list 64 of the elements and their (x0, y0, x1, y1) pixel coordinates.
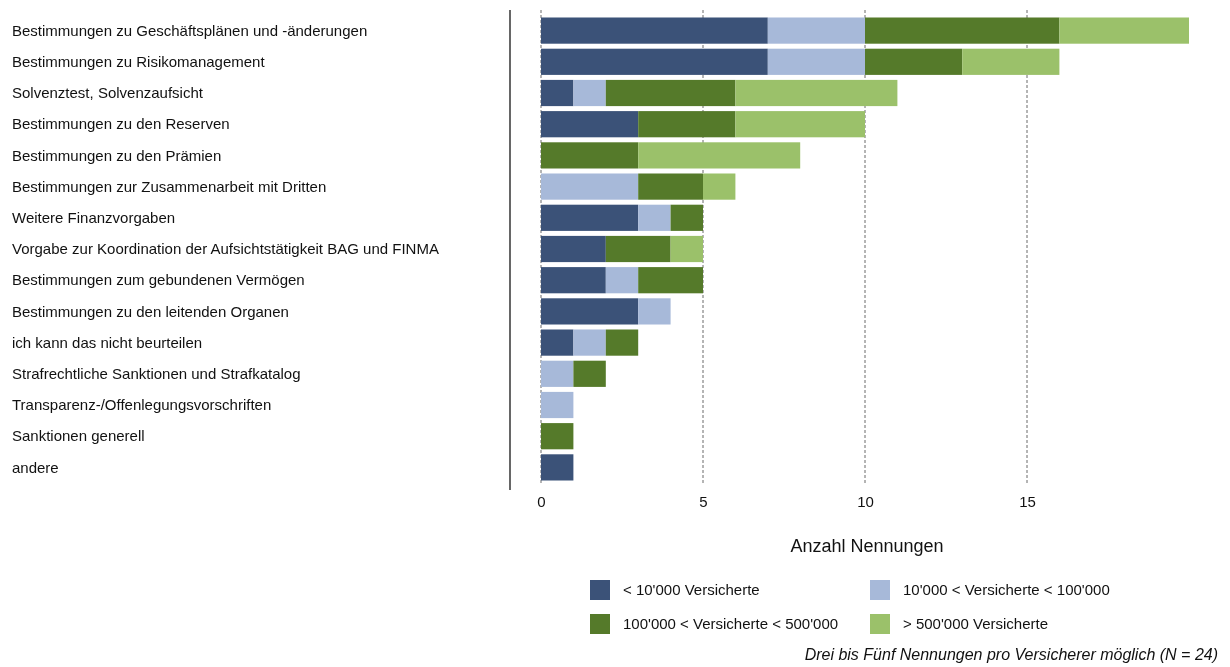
y-tick-label: Bestimmungen zum gebundenen Vermögen (12, 271, 305, 289)
bar (703, 173, 736, 200)
bar (541, 48, 768, 75)
y-tick-label: Bestimmungen zu den leitenden Organen (12, 302, 289, 320)
legend-label: 10'000 < Versicherte < 100'000 (903, 581, 1110, 599)
x-tick-label: 15 (1019, 492, 1036, 510)
legend-label: < 10'000 Versicherte (623, 581, 760, 599)
legend-label: > 500'000 Versicherte (903, 615, 1049, 633)
bar (541, 267, 606, 294)
bar (670, 204, 703, 231)
bar (541, 235, 606, 263)
bar (638, 173, 703, 200)
bar (541, 204, 639, 231)
bar (962, 48, 1060, 75)
x-axis-title: Anzahl Nennungen (790, 536, 944, 556)
bar (541, 142, 639, 169)
bar (638, 267, 703, 294)
bar (767, 48, 865, 75)
y-tick-label: Bestimmungen zu Geschäftsplänen und -änderungen (12, 21, 368, 39)
x-tick-label: 0 (537, 492, 546, 510)
bar (638, 142, 801, 169)
bar (1059, 17, 1189, 44)
bar (541, 391, 574, 419)
y-tick-label: andere (12, 458, 59, 476)
x-tick-label: 5 (699, 492, 708, 510)
x-tick-label: 10 (857, 492, 874, 510)
bar (638, 111, 736, 138)
bar (865, 48, 963, 75)
bar (541, 298, 639, 325)
bar (541, 454, 574, 481)
bar (735, 79, 898, 107)
y-tick-label: Solvenztest, Solvenzaufsicht (12, 84, 204, 102)
bar (638, 204, 671, 231)
bar (541, 173, 639, 200)
bar (541, 423, 574, 450)
bar (605, 235, 671, 263)
bar (541, 17, 768, 44)
legend-label: 100'000 < Versicherte < 500'000 (623, 615, 839, 633)
y-tick-label: Vorgabe zur Koordination der Aufsichtstätigkeit BAG und FINMA (12, 240, 439, 258)
bar (541, 360, 574, 387)
bar (767, 17, 865, 44)
y-tick-label: Bestimmungen zu Risikomanagement (12, 53, 266, 71)
y-tick-label: Transparenz-/Offenlegungsvorschriften (12, 396, 272, 414)
bar (605, 79, 736, 107)
y-tick-label: Bestimmungen zu den Reserven (12, 115, 230, 133)
bar (573, 329, 606, 356)
bar (735, 111, 865, 138)
y-tick-label: ich kann das nicht beurteilen (12, 333, 203, 351)
bar (638, 298, 671, 325)
y-tick-label: Bestimmungen zur Zusammenarbeit mit Dritten (12, 177, 327, 195)
bar (605, 329, 639, 356)
bar (670, 235, 703, 263)
text: Drei bis Fünf Nennungen pro Versicherer möglich (N = 24) (804, 646, 1218, 663)
y-tick-label: Sanktionen generell (12, 427, 145, 445)
y-tick-label: Weitere Finanzvorgaben (12, 209, 176, 227)
bar (573, 360, 606, 387)
y-tick-label: Strafrechtliche Sanktionen und Strafkatalog (12, 365, 301, 383)
bar (573, 79, 606, 107)
bar (541, 329, 574, 356)
bar (541, 79, 574, 107)
bar (605, 267, 639, 294)
bar (541, 111, 639, 138)
bar (865, 17, 1060, 44)
y-tick-label: Bestimmungen zu den Prämien (12, 146, 222, 164)
